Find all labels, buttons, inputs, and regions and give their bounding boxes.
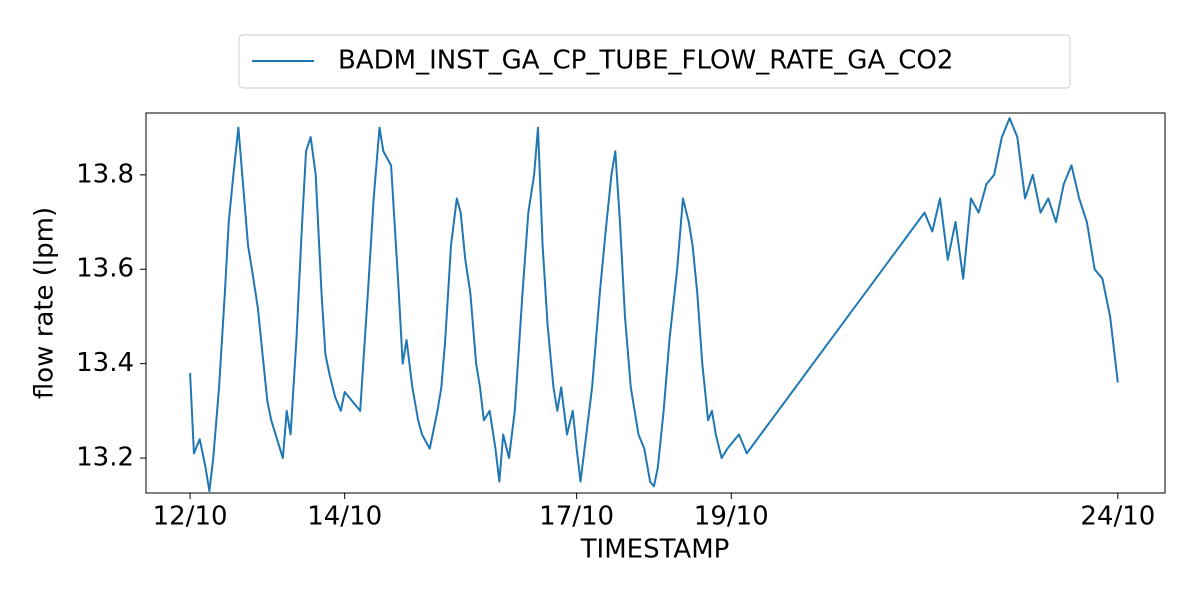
x-tick-label: 14/10: [307, 502, 382, 532]
plot-frame: [145, 112, 1166, 494]
y-axis-label: flow rate (lpm): [30, 207, 60, 399]
x-tick-label: 17/10: [539, 502, 614, 532]
x-tick-label: 24/10: [1080, 502, 1155, 532]
x-tick-label: 12/10: [153, 502, 228, 532]
y-tick-label: 13.8: [76, 159, 134, 189]
legend-label: BADM_INST_GA_CP_TUBE_FLOW_RATE_GA_CO2: [338, 46, 953, 76]
data-line: [189, 117, 1119, 493]
x-axis-label: TIMESTAMP: [580, 535, 730, 565]
y-tick-label: 13.6: [76, 254, 134, 284]
x-tick-label: 19/10: [694, 502, 769, 532]
y-tick-label: 13.2: [76, 443, 134, 473]
legend-box: [238, 34, 1071, 89]
y-tick-label: 13.4: [76, 348, 134, 378]
